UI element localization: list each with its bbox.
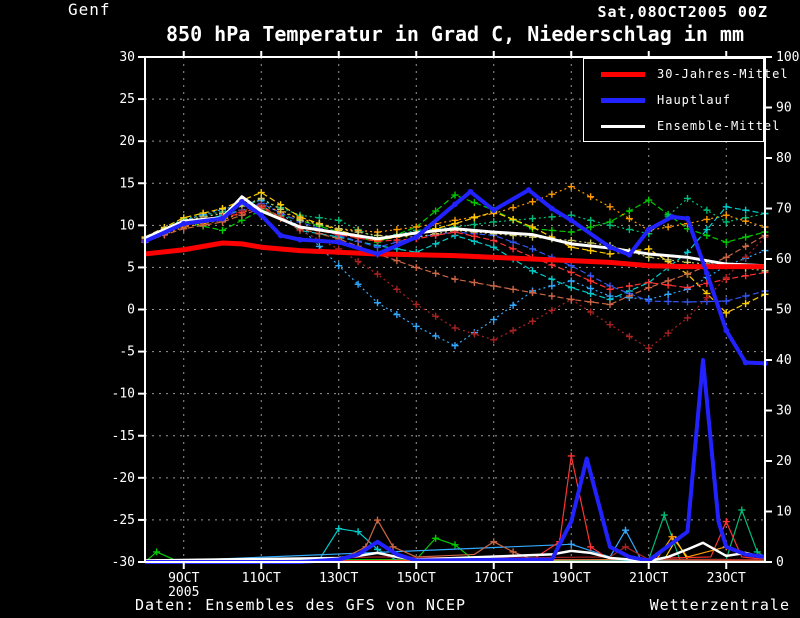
date-tick-label: 19OCT: [552, 571, 591, 586]
left-tick-label: -15: [112, 429, 135, 444]
temp-marker: [549, 205, 555, 212]
legend-item-30y-mean: 30-Jahres-Mittel: [584, 67, 788, 81]
left-tick-label: -30: [112, 555, 135, 570]
legend-line-hauptlauf: [601, 97, 645, 103]
temp-marker: [239, 198, 245, 205]
temp-marker: [723, 327, 730, 334]
left-tick-label: 10: [119, 218, 135, 233]
temp-marker: [374, 251, 381, 257]
right-tick-label: 70: [776, 202, 792, 217]
right-tick-label: 40: [776, 353, 792, 368]
chart-title: 850 hPa Temperatur in Grad C, Niederschl…: [166, 22, 744, 46]
temp-marker: [568, 217, 575, 224]
date-tick-label: 17OCT: [474, 571, 513, 586]
date-tick-label: 11OCT: [242, 571, 281, 586]
precip-line-member-9: [144, 455, 766, 563]
left-tick-label: -10: [112, 387, 135, 402]
temp-marker: [335, 239, 342, 245]
legend-line-ensemble-mean: [601, 124, 645, 128]
temp-marker: [277, 232, 284, 239]
left-tick-label: 5: [127, 260, 135, 275]
temp-line-member-9: [144, 206, 766, 290]
temp-marker: [413, 234, 420, 240]
data-source-credit: Daten: Ensembles des GFS von NCEP: [135, 596, 467, 614]
temp-marker: [452, 201, 458, 208]
left-tick-label: 25: [119, 92, 135, 107]
legend-label: 30-Jahres-Mittel: [657, 67, 789, 81]
model-run-timestamp: Sat,08OCT2005 00Z: [597, 3, 768, 21]
temp-marker: [607, 244, 613, 251]
temp-marker: [467, 188, 474, 195]
temp-marker: [525, 187, 532, 193]
temp-line-ensemble-mittel: [144, 195, 766, 268]
precip-line-ensemble-mittel: [144, 541, 766, 563]
temp-marker: [258, 212, 265, 219]
temp-marker: [684, 215, 691, 222]
date-tick-label: 9OCT: [168, 571, 199, 586]
legend-item-ensemble-mean: Ensemble-Mittel: [584, 119, 779, 133]
legend-label: Ensemble-Mittel: [657, 119, 781, 133]
left-tick-label: 20: [119, 134, 135, 149]
right-tick-label: 60: [776, 252, 792, 267]
legend-item-hauptlauf: Hauptlauf: [584, 93, 763, 107]
date-tick-label: 15OCT: [397, 571, 436, 586]
temp-marker: [645, 226, 652, 233]
station-name: Genf: [68, 0, 111, 19]
right-tick-label: 20: [776, 454, 792, 469]
date-tick-label: 21OCT: [629, 571, 668, 586]
temp-marker: [626, 251, 633, 258]
temp-line-member-7: [144, 191, 766, 314]
temp-line-30-jahres-mittel: [144, 240, 765, 270]
temp-marker: [219, 215, 226, 222]
right-tick-label: 30: [776, 404, 792, 419]
date-tick-year-label: 2005: [168, 585, 199, 600]
precip-line-hauptlauf: [145, 358, 766, 564]
left-tick-label: -5: [119, 345, 135, 360]
date-tick-label: 23OCT: [707, 571, 746, 586]
temp-marker: [490, 207, 497, 213]
site-credit: Wetterzentrale: [649, 596, 790, 614]
right-tick-label: 90: [776, 101, 792, 116]
temp-marker: [297, 236, 303, 243]
legend-line-30y-mean: [601, 71, 645, 77]
temp-marker: [180, 220, 187, 227]
left-tick-label: -25: [112, 513, 135, 528]
right-tick-label: 80: [776, 151, 792, 166]
temp-marker: [669, 214, 675, 220]
right-tick-label: 50: [776, 303, 792, 318]
legend-label: Hauptlauf: [657, 93, 732, 107]
right-tick-label: 0: [776, 555, 784, 570]
date-tick-label: 13OCT: [319, 571, 358, 586]
temp-marker: [704, 270, 710, 277]
left-tick-label: 15: [119, 176, 135, 191]
left-tick-label: 30: [119, 50, 135, 65]
right-tick-label: 10: [776, 505, 792, 520]
left-tick-label: -20: [112, 471, 135, 486]
left-tick-label: 0: [127, 303, 135, 318]
right-tick-label: 100: [776, 50, 799, 65]
temp-marker: [742, 359, 749, 366]
legend: 30-Jahres-Mittel Hauptlauf Ensemble-Mitt…: [583, 58, 788, 142]
